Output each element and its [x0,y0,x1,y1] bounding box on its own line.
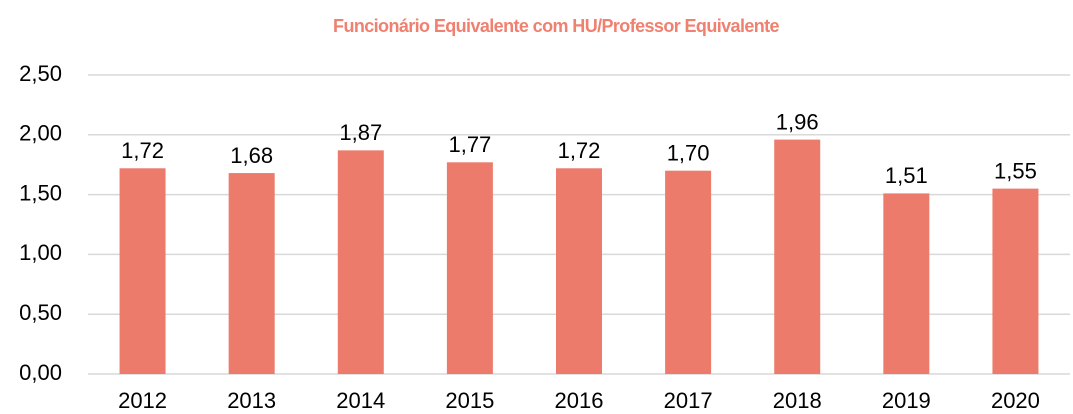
x-tick-label: 2016 [555,388,604,413]
x-tick-label: 2014 [336,388,385,413]
x-tick-label: 2017 [664,388,713,413]
x-tick-label: 2012 [118,388,167,413]
bar [992,188,1039,374]
bar [883,193,930,374]
y-tick-label: 1,00 [19,240,62,265]
data-label: 1,70 [667,140,710,165]
bar [774,139,821,374]
y-tick-label: 2,50 [19,61,62,86]
y-tick-label: 0,50 [19,300,62,325]
bar [119,168,166,374]
bar [228,173,275,374]
x-tick-label: 2015 [445,388,494,413]
chart-title: Funcionário Equivalente com HU/Professor… [333,16,779,36]
data-label: 1,87 [339,120,382,145]
y-tick-label: 2,00 [19,121,62,146]
data-label: 1,68 [230,143,273,168]
bar [337,150,384,374]
data-label: 1,55 [994,158,1037,183]
data-label: 1,96 [776,109,819,134]
x-tick-label: 2018 [773,388,822,413]
bar [665,170,712,374]
data-label: 1,77 [448,132,491,157]
bar [556,168,602,374]
data-label: 1,72 [121,138,164,163]
data-label: 1,51 [885,163,928,188]
bar [446,162,493,374]
data-label: 1,72 [558,138,601,163]
x-tick-label: 2013 [227,388,276,413]
y-tick-label: 0,00 [19,360,62,385]
y-tick-label: 1,50 [19,180,62,205]
x-tick-label: 2020 [991,388,1040,413]
x-tick-label: 2019 [882,388,931,413]
